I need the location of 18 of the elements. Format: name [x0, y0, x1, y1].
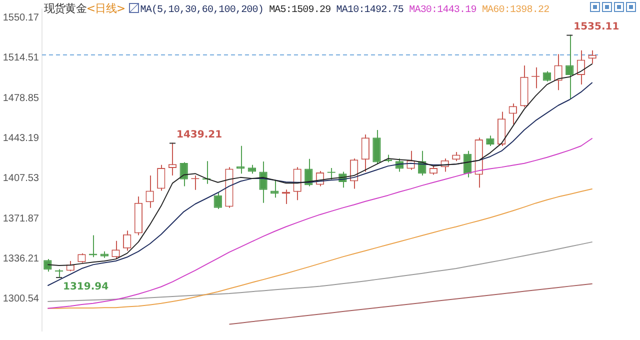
y-tick-label: 1550.17	[2, 12, 40, 24]
annotation: 1439.21	[176, 129, 222, 140]
annotation: 1535.11	[574, 21, 620, 32]
y-tick-label: 1443.19	[2, 133, 40, 144]
y-tick-label: 1371.87	[2, 213, 40, 224]
y-tick-label: 1300.54	[2, 294, 40, 305]
annotation: 1319.94	[63, 282, 109, 293]
chart-title: 现货黄金	[44, 2, 86, 15]
y-tick-label: 1478.85	[2, 92, 40, 104]
y-tick-label: 1336.21	[2, 253, 40, 264]
legend-title: MA(5,10,30,60,100,200)	[140, 5, 264, 16]
y-tick-label: 1514.51	[2, 52, 40, 64]
y-tick-label: 1407.53	[2, 173, 40, 184]
text: MA30:1443.19	[409, 5, 478, 16]
text: MA5:1509.29	[269, 5, 332, 16]
text: MA60:1398.22	[482, 5, 550, 16]
text: MA10:1492.75	[336, 5, 405, 16]
chart-subtitle: <日线>	[86, 2, 126, 15]
